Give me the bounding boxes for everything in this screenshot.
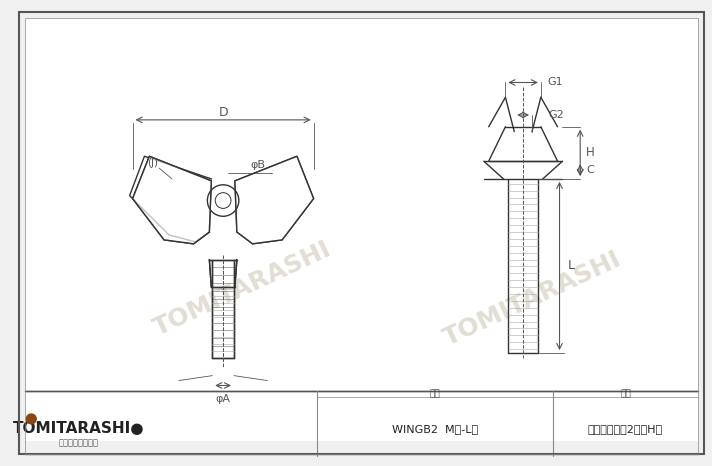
Text: L: L [568,260,575,273]
Text: D: D [219,105,228,118]
Text: TOMITARASHI: TOMITARASHI [440,247,626,350]
Polygon shape [235,156,313,244]
Text: TOMITARASHI●: TOMITARASHI● [13,421,145,436]
Text: 冷間蝶ボルト2種（H）: 冷間蝶ボルト2種（H） [588,424,663,434]
Bar [26,391,698,440]
Text: φB: φB [250,160,265,170]
Text: G1: G1 [548,77,563,88]
Text: 富田螺子株式会社: 富田螺子株式会社 [58,438,98,447]
Text: (J): (J) [147,158,158,168]
Text: φA: φA [216,394,231,404]
Text: 型番: 型番 [429,389,440,398]
Text: 品名: 品名 [620,389,631,398]
Polygon shape [132,156,211,244]
Text: WINGB2  M径-L寸: WINGB2 M径-L寸 [392,424,478,434]
Bar [26,18,698,391]
Text: H: H [586,146,595,159]
Circle shape [26,414,36,424]
Text: C: C [586,165,594,175]
Text: G2: G2 [549,110,565,120]
Text: TOMITARASHI: TOMITARASHI [150,237,335,341]
